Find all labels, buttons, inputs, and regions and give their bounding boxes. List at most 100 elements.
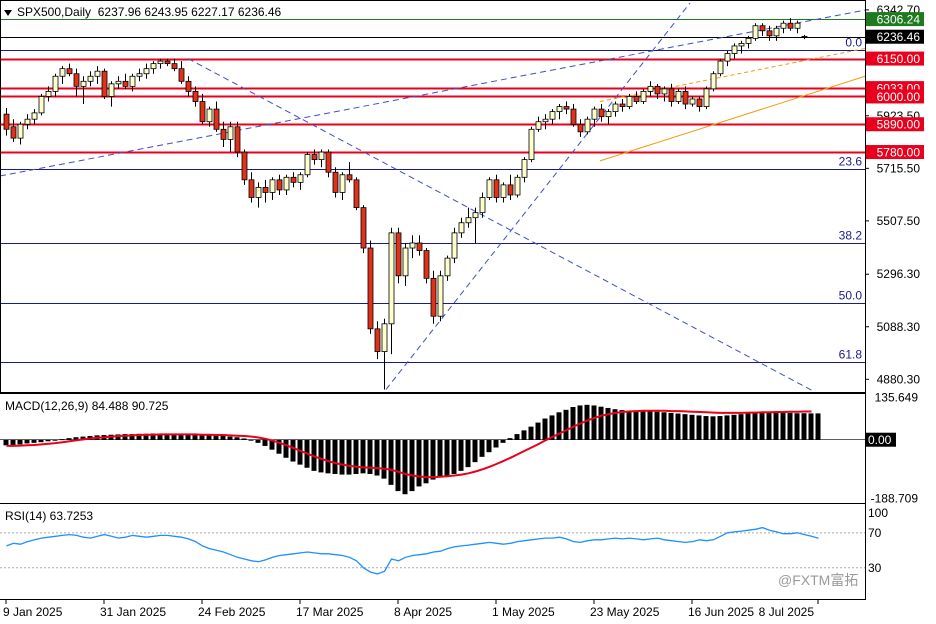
chart-header: SPX500,Daily 6237.96 6243.95 6227.17 623… (4, 5, 281, 19)
macd-bar (171, 433, 177, 440)
price-tag-label: 6000.00 (877, 90, 921, 104)
downtrend-line (187, 58, 816, 393)
macd-bar (451, 439, 457, 474)
candle-body (178, 68, 185, 82)
candle-body (661, 88, 668, 95)
macd-bar (297, 439, 303, 465)
macd-bar (45, 439, 51, 442)
candle-body (682, 91, 689, 105)
candle-body (269, 179, 276, 193)
candle-body (409, 242, 416, 249)
macd-bar (710, 416, 716, 440)
candle-body (318, 151, 325, 161)
macd-bar (794, 413, 800, 440)
time-tick-label: 24 Feb 2025 (198, 605, 266, 619)
macd-bar (759, 412, 765, 440)
macd-bar (689, 414, 695, 440)
macd-bar (647, 411, 653, 440)
candle-body (290, 176, 297, 183)
macd-bar (339, 439, 345, 475)
rsi-line (6, 526, 819, 575)
macd-bar (10, 439, 16, 446)
macd-bar (472, 439, 478, 463)
candle-body (136, 73, 143, 77)
candle-body (94, 70, 101, 77)
price-tag (866, 29, 924, 44)
candle-body (108, 83, 115, 97)
symbol-label: SPX500,Daily (17, 5, 92, 19)
macd-bar (801, 413, 807, 440)
macd-bar (59, 439, 65, 441)
candle-body (241, 151, 248, 181)
candle-body (423, 250, 430, 279)
candle-body (66, 68, 73, 75)
candle-body (647, 85, 654, 92)
time-tick-label: 8 Apr 2025 (394, 605, 452, 619)
candle-body (115, 80, 122, 85)
macd-bar (185, 434, 191, 440)
macd-bar (542, 418, 548, 440)
price-tick-label: 5296.30 (877, 267, 921, 281)
macd-bar (619, 410, 625, 440)
macd-bar (234, 437, 240, 440)
candle-body (556, 106, 563, 113)
macd-bar (3, 439, 9, 446)
macd-bar (136, 433, 142, 440)
macd-bar (360, 439, 366, 474)
macd-bar (626, 410, 632, 440)
macd-bar (164, 433, 170, 440)
macd-bar (255, 439, 261, 443)
candle-body (500, 184, 507, 198)
macd-bar (374, 439, 380, 476)
candle-body (598, 108, 605, 118)
time-tick-label: 9 Jan 2025 (3, 605, 63, 619)
candle-body (794, 22, 801, 29)
macd-bar (283, 439, 289, 458)
candle-body (542, 118, 549, 123)
candle-body (570, 108, 577, 125)
rsi-label: RSI(14) 63.7253 (5, 509, 94, 523)
collapse-triangle-icon[interactable] (4, 9, 12, 16)
macd-bar (752, 412, 758, 440)
macd-bar (122, 434, 128, 440)
price-tag-label: 6306.24 (877, 13, 921, 27)
candle-body (3, 113, 10, 130)
macd-bar (500, 439, 506, 443)
candle-body (549, 111, 556, 120)
candle-body (325, 151, 332, 173)
candle-body (150, 63, 157, 70)
candle-body (801, 35, 808, 38)
rsi-tick-label: 100 (868, 506, 888, 520)
fib-label: 38.2 (839, 229, 863, 243)
candle-body (17, 123, 24, 139)
macd-bar (479, 439, 485, 457)
candle-body (283, 176, 290, 191)
candle-body (297, 174, 304, 183)
candle-body (640, 91, 647, 102)
macd-bar (262, 439, 268, 446)
candle-body (143, 68, 150, 75)
price-tick-label: 5507.50 (877, 214, 921, 228)
time-tick-label: 23 May 2025 (590, 605, 660, 619)
candle-body (339, 174, 346, 193)
candle-body (696, 98, 703, 107)
macd-bar (675, 413, 681, 440)
macd-bar (780, 412, 786, 440)
candle-body (577, 123, 584, 133)
macd-bar (430, 439, 436, 480)
macd-bar (563, 409, 569, 440)
channel-lower-line (599, 75, 866, 162)
macd-bar (80, 436, 86, 440)
macd-bar (486, 439, 492, 453)
candle-body (304, 154, 311, 176)
rsi-tick-label: 70 (868, 526, 882, 540)
candle-body (402, 247, 409, 277)
macd-bar (458, 439, 464, 471)
price-tag (866, 12, 924, 27)
macd-bar (584, 404, 590, 440)
macd-bar (640, 411, 646, 440)
ohlc-label: 6237.96 6243.95 6227.17 6236.46 (97, 5, 282, 19)
candle-body (374, 328, 381, 352)
candle-body (171, 63, 178, 70)
